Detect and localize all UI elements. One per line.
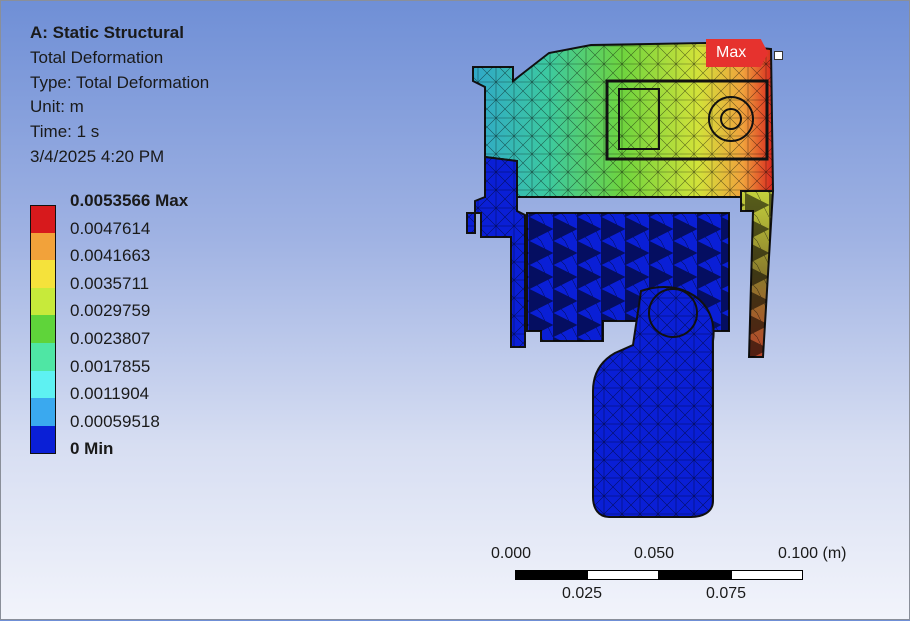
legend-label: 0.0011904 xyxy=(70,384,150,404)
analysis-title: A: Static Structural xyxy=(30,23,184,42)
scale-segment-1 xyxy=(515,570,587,580)
upper-assembly xyxy=(472,41,775,198)
legend-label: 0.0035711 xyxy=(70,273,150,293)
result-info: A: Static Structural Total Deformation T… xyxy=(30,21,209,170)
legend-swatch xyxy=(30,370,56,399)
result-name: Total Deformation xyxy=(30,47,164,67)
left-bracket xyxy=(466,155,526,348)
scale-label-0: 0.000 xyxy=(491,545,532,562)
legend-swatch xyxy=(30,342,56,371)
scale-label-075: 0.075 xyxy=(706,585,747,602)
scale-label-100: 0.100 (m) xyxy=(778,545,847,562)
legend-label: 0.0029759 xyxy=(70,301,151,321)
legend-bottom-border xyxy=(30,453,56,455)
scale-segment-3 xyxy=(659,570,731,580)
legend-label: 0.0023807 xyxy=(70,328,151,348)
legend-swatch xyxy=(30,260,56,288)
legend-swatch xyxy=(30,398,56,426)
legend-label: 0 Min xyxy=(70,439,114,459)
scale-bar: 0.000 0.050 0.100 (m) 0.025 0.075 xyxy=(489,545,869,605)
result-type: Type: Total Deformation xyxy=(30,72,210,92)
legend-label: 0.0041663 xyxy=(70,246,151,266)
scale-label-025: 0.025 xyxy=(562,585,603,602)
lower-leg xyxy=(592,286,715,518)
scale-segment-2 xyxy=(587,570,659,580)
scale-segment-4 xyxy=(731,570,803,580)
legend-swatch xyxy=(30,425,56,454)
legend-swatch xyxy=(30,232,56,261)
scale-label-050: 0.050 xyxy=(634,545,675,562)
legend-swatch xyxy=(30,287,56,316)
legend-swatch xyxy=(30,315,56,343)
legend-label: 0.0053566 Max xyxy=(70,191,189,210)
result-unit: Unit: m xyxy=(30,97,84,117)
legend-label: 0.0017855 xyxy=(70,356,151,376)
result-date: 3/4/2025 4:20 PM xyxy=(30,146,165,166)
max-probe-marker xyxy=(774,51,783,60)
legend-label: 0.0047614 xyxy=(70,218,151,238)
result-time: Time: 1 s xyxy=(30,122,100,142)
max-probe-label[interactable]: Max xyxy=(706,39,769,67)
side-arm xyxy=(740,190,775,358)
legend-swatch xyxy=(30,205,56,233)
legend-label: 0.00059518 xyxy=(70,411,160,431)
